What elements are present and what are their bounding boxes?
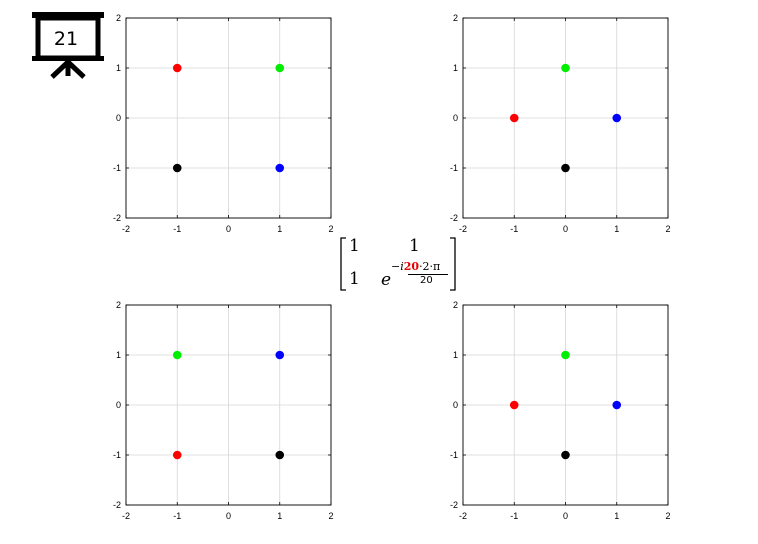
y-tick-label: -1 bbox=[113, 450, 121, 460]
x-tick-label: 2 bbox=[328, 511, 333, 521]
data-point bbox=[172, 450, 182, 460]
y-tick-label: -1 bbox=[450, 450, 458, 460]
x-tick-label: 0 bbox=[563, 224, 568, 234]
matrix-expression: 1 1 1 e −i20·2·π 20 bbox=[338, 236, 458, 292]
data-point bbox=[612, 113, 622, 123]
exponent-prefix: −i bbox=[391, 260, 404, 273]
slide-number: 21 bbox=[53, 28, 79, 50]
y-tick-label: -2 bbox=[113, 213, 121, 223]
y-tick-label: 0 bbox=[453, 400, 458, 410]
plot-1: -2 -1 0 1 2 2 1 0 -1 -2 bbox=[113, 13, 334, 234]
y-tick-label: 1 bbox=[453, 63, 458, 73]
y-tick-label: 2 bbox=[453, 13, 458, 23]
y-tick-label: 0 bbox=[453, 113, 458, 123]
x-tick-label: 1 bbox=[614, 224, 619, 234]
y-tick-label: 1 bbox=[116, 350, 121, 360]
y-tick-label: 2 bbox=[453, 300, 458, 310]
exponent-rest: ·2·π bbox=[419, 260, 441, 273]
plot-2: -2 -1 0 1 2 2 1 0 -1 -2 bbox=[450, 13, 671, 234]
data-point bbox=[275, 450, 285, 460]
data-point bbox=[561, 63, 570, 73]
y-tick-label: -1 bbox=[450, 163, 458, 173]
data-point bbox=[172, 350, 182, 360]
x-tick-label: -1 bbox=[510, 511, 518, 521]
data-point bbox=[509, 400, 519, 410]
y-tick-label: -2 bbox=[450, 500, 458, 510]
presentation-board-icon bbox=[32, 12, 104, 79]
y-tick-label: -2 bbox=[450, 213, 458, 223]
matrix-r1c1: 1 bbox=[349, 236, 360, 256]
y-tick-label: 1 bbox=[116, 63, 121, 73]
y-tick-label: -1 bbox=[113, 163, 121, 173]
x-tick-label: 1 bbox=[614, 511, 619, 521]
x-tick-label: 2 bbox=[328, 224, 333, 234]
plot-4: -2 -1 0 1 2 2 1 0 -1 -2 bbox=[450, 300, 671, 521]
x-tick-label: 1 bbox=[277, 511, 282, 521]
matrix-r2c1: 1 bbox=[349, 269, 360, 289]
data-point bbox=[275, 350, 285, 360]
y-tick-label: 0 bbox=[116, 400, 121, 410]
y-tick-label: 0 bbox=[116, 113, 121, 123]
data-point bbox=[561, 450, 570, 460]
x-tick-label: -2 bbox=[459, 511, 467, 521]
x-tick-label: -1 bbox=[510, 224, 518, 234]
x-tick-label: -2 bbox=[122, 511, 130, 521]
x-tick-label: 2 bbox=[665, 224, 670, 234]
matrix-exponent-numerator: −i20·2·π bbox=[391, 260, 440, 273]
data-point bbox=[275, 63, 285, 73]
left-bracket bbox=[340, 237, 346, 291]
x-tick-label: -1 bbox=[173, 224, 181, 234]
x-tick-label: 1 bbox=[277, 224, 282, 234]
x-tick-label: 0 bbox=[563, 511, 568, 521]
plot-3: -2 -1 0 1 2 2 1 0 -1 -2 bbox=[113, 300, 334, 521]
exponent-denominator: 20 bbox=[420, 275, 433, 286]
y-tick-label: 1 bbox=[453, 350, 458, 360]
data-point bbox=[172, 63, 182, 73]
exponent-highlight: 20 bbox=[403, 260, 420, 273]
data-point bbox=[275, 163, 285, 173]
exponent-fraction-bar bbox=[408, 274, 448, 275]
x-tick-label: -1 bbox=[173, 511, 181, 521]
x-tick-label: 0 bbox=[226, 224, 231, 234]
data-point bbox=[172, 163, 182, 173]
x-tick-label: 0 bbox=[226, 511, 231, 521]
x-tick-label: -2 bbox=[459, 224, 467, 234]
data-point bbox=[561, 350, 570, 360]
data-point bbox=[612, 400, 622, 410]
data-point bbox=[561, 163, 570, 173]
matrix-r1c2: 1 bbox=[409, 236, 420, 256]
x-tick-label: 2 bbox=[665, 511, 670, 521]
matrix-r2c2-base: e bbox=[381, 270, 392, 290]
right-bracket bbox=[450, 237, 456, 291]
y-tick-label: 2 bbox=[116, 13, 121, 23]
y-tick-label: -2 bbox=[113, 500, 121, 510]
data-point bbox=[509, 113, 519, 123]
y-tick-label: 2 bbox=[116, 300, 121, 310]
x-tick-label: -2 bbox=[122, 224, 130, 234]
